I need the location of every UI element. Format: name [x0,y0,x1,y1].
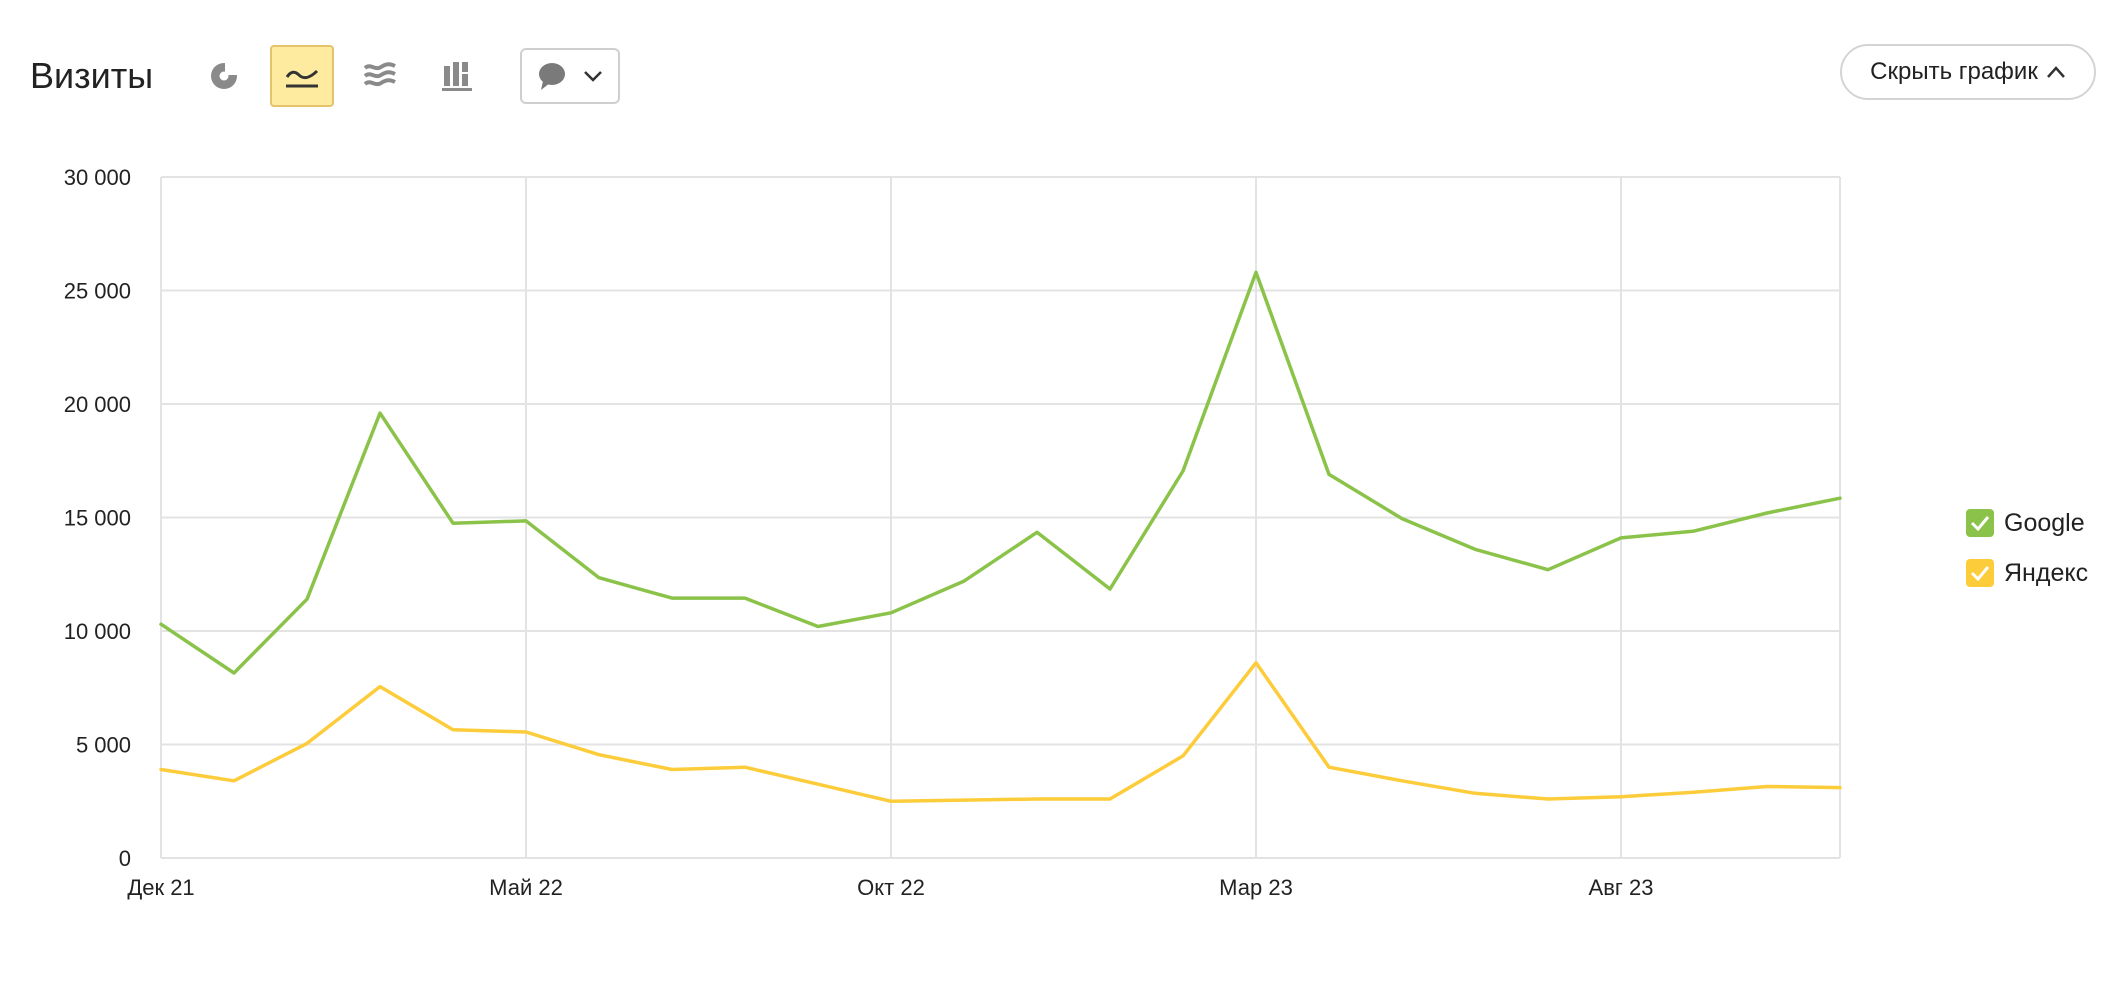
y-tick-label: 25 000 [64,279,131,304]
legend-label: Google [2004,508,2085,537]
bar-view-button[interactable] [426,45,490,107]
legend-checkbox[interactable] [1966,559,1994,587]
chart-header: Визиты [0,0,2121,150]
line-chart: 0 5 000 10 000 15 000 20 000 25 000 30 000 Дек … [64,165,1842,900]
series-line [159,661,1842,804]
y-tick-label: 5 000 [76,733,131,758]
series-line [159,270,1842,675]
notes-dropdown[interactable] [520,48,620,104]
y-tick-label: 30 000 [64,165,131,190]
chart-area: 0 5 000 10 000 15 000 20 000 25 000 30 000 Дек … [0,150,2121,910]
legend-item[interactable]: Яндекс [1966,548,2116,598]
y-tick-label: 15 000 [64,506,131,531]
x-tick-label: Дек 21 [127,875,194,900]
y-tick-label: 10 000 [64,619,131,644]
y-tick-label: 0 [119,846,131,871]
chart-legend: Google Яндекс [1966,498,2116,598]
x-tick-label: Май 22 [489,875,563,900]
hide-chart-label: Скрыть график [1870,58,2038,85]
pie-chart-icon [211,62,238,89]
x-tick-label: Мар 23 [1219,875,1293,900]
line-chart-icon [285,69,319,88]
legend-label: Яндекс [2004,558,2089,587]
chevron-up-icon [2046,66,2065,78]
legend-checkbox[interactable] [1966,509,1994,537]
x-tick-label: Окт 22 [857,875,925,900]
pie-view-button[interactable] [192,45,256,107]
stacked-area-icon [363,62,396,87]
page-title: Визиты [30,55,154,96]
check-icon [1970,566,1990,581]
legend-item[interactable]: Google [1966,498,2116,548]
stacked-bar-icon [442,62,472,91]
line-view-button[interactable] [270,45,334,107]
comment-icon [539,63,565,90]
chevron-down-icon [584,71,602,82]
check-icon [1970,516,1990,531]
x-tick-label: Авг 23 [1589,875,1654,900]
hide-chart-button[interactable]: Скрыть график [1840,44,2096,100]
y-tick-label: 20 000 [64,392,131,417]
area-view-button[interactable] [348,45,412,107]
